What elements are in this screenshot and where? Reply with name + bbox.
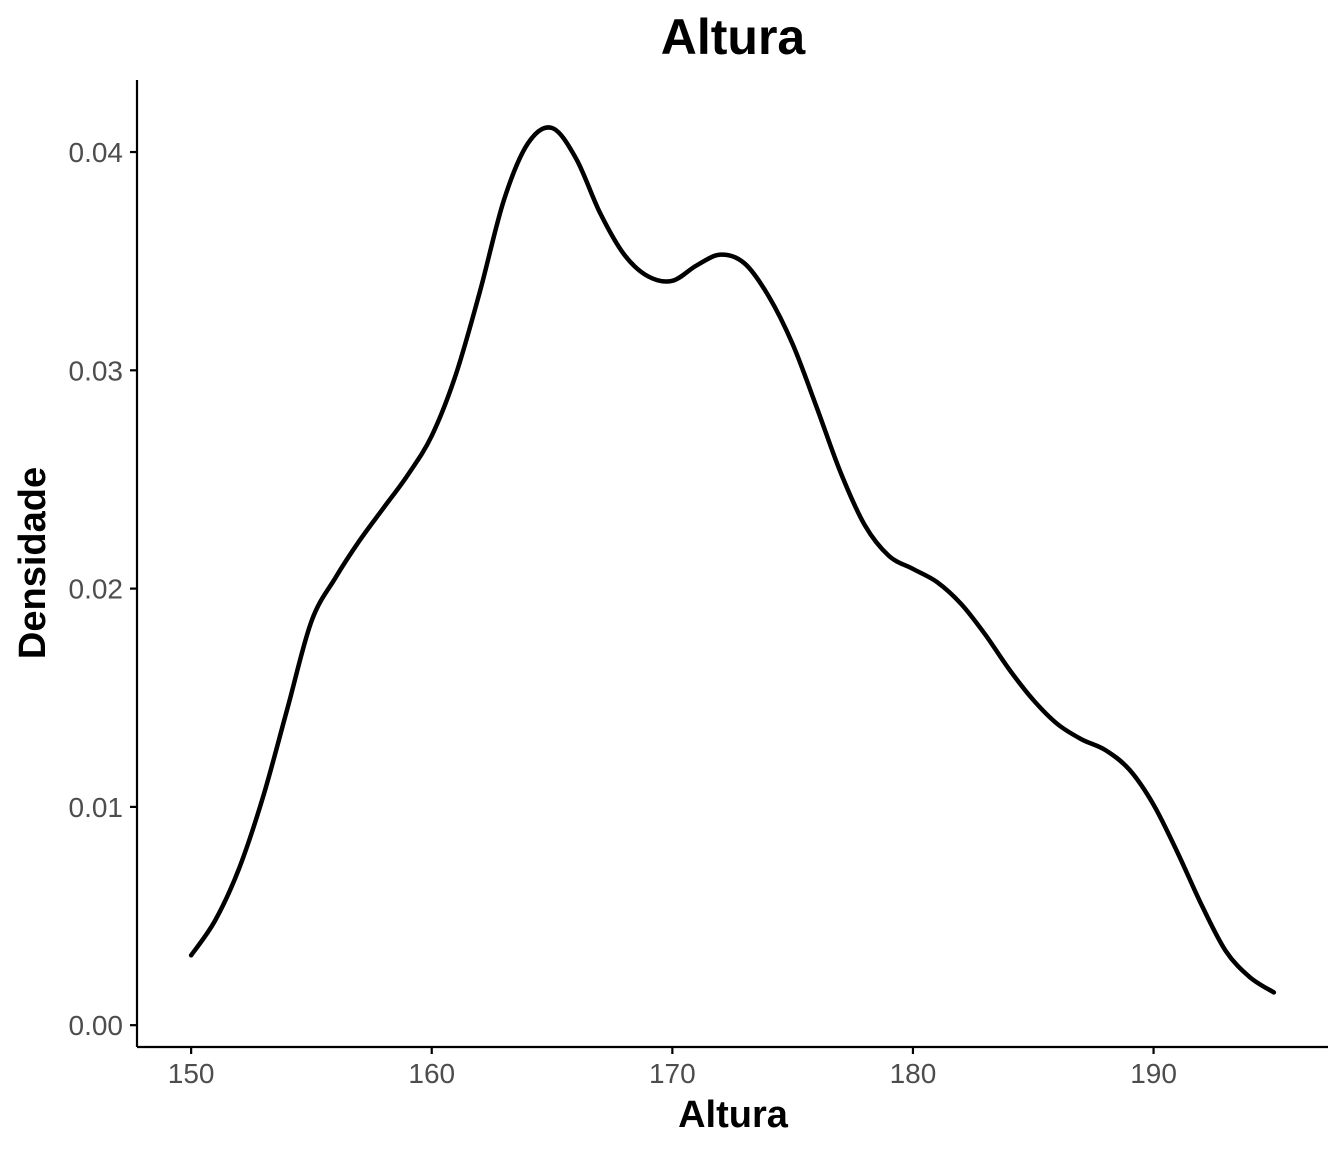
x-axis-title: Altura [678,1094,789,1136]
y-tick-label: 0.04 [69,137,124,168]
chart-title: Altura [661,9,807,65]
density-curve [188,125,1277,995]
x-tick-label: 150 [168,1058,215,1089]
x-tick-label: 190 [1130,1058,1177,1089]
x-tick-label: 170 [649,1058,696,1089]
y-tick-label: 0.03 [69,355,124,386]
y-tick-label: 0.02 [69,574,124,605]
y-axis-title: Densidade [12,467,54,659]
x-tick-label: 160 [408,1058,455,1089]
x-tick-label: 180 [890,1058,937,1089]
x-axis-ticks: 150 160 170 180 190 [168,1047,1177,1089]
y-tick-label: 0.00 [69,1010,124,1041]
y-tick-label: 0.01 [69,792,124,823]
y-axis-ticks: 0.00 0.01 0.02 0.03 0.04 [69,137,137,1041]
